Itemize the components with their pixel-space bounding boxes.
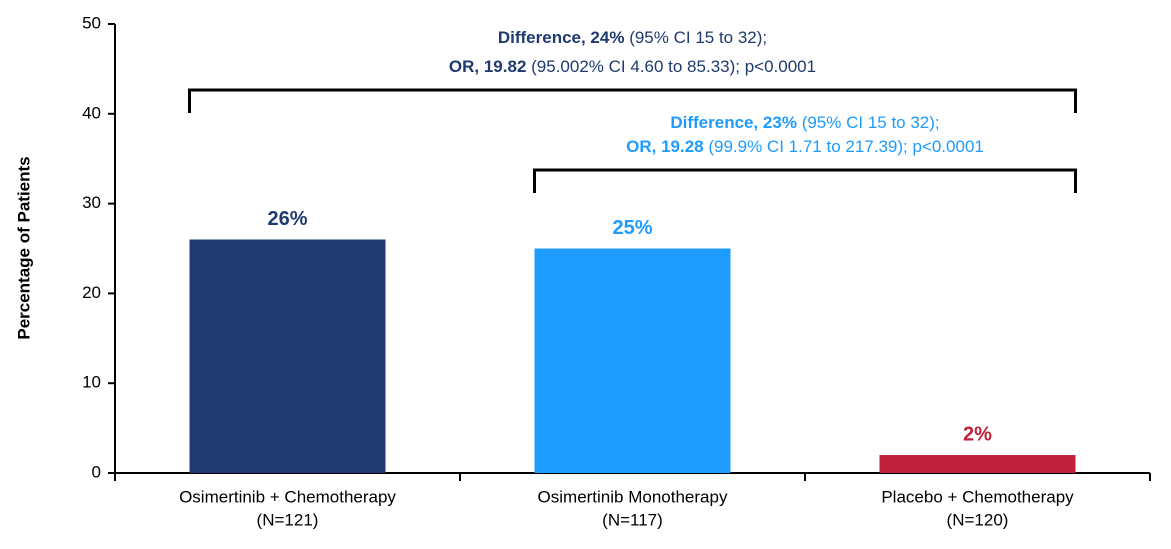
annotation-segment: (99.9% CI 1.71 to 217.39); p<0.0001 [704, 137, 984, 156]
annotation-segment: (95% CI 15 to 32); [624, 28, 767, 47]
y-tick-label: 0 [92, 462, 101, 481]
data-label: 25% [612, 217, 652, 239]
x-tick-label: Osimertinib Monotherapy [538, 487, 728, 506]
bar [879, 455, 1076, 473]
y-tick-label: 30 [82, 193, 101, 212]
y-tick-label: 40 [82, 103, 101, 122]
annotation-segment: (95% CI 15 to 32); [797, 113, 940, 132]
x-tick-label: Placebo + Chemotherapy [881, 487, 1074, 506]
annotation-segment: Difference, 24% [498, 28, 625, 47]
x-tick-count: (N=121) [257, 510, 319, 529]
annotation-text: Difference, 23% (95% CI 15 to 32); [670, 113, 939, 132]
comparison-bracket [533, 168, 1077, 193]
annotation-segment: (95.002% CI 4.60 to 85.33); p<0.0001 [526, 57, 816, 76]
annotation-segment: Difference, 23% [670, 113, 797, 132]
data-label: 26% [267, 208, 307, 230]
comparison-bracket [188, 88, 1077, 113]
x-tick-count: (N=117) [602, 510, 663, 529]
x-tick-label: Osimertinib + Chemotherapy [179, 487, 396, 506]
annotation-segment: OR, 19.82 [449, 57, 527, 76]
y-tick-label: 50 [82, 13, 101, 32]
bar [534, 248, 731, 473]
data-label: 2% [963, 423, 992, 445]
annotation-text: Difference, 24% (95% CI 15 to 32); [498, 28, 767, 47]
annotation-segment: OR, 19.28 [626, 137, 704, 156]
y-tick-label: 20 [82, 283, 101, 302]
x-tick-count: (N=120) [947, 510, 1009, 529]
annotation-text: OR, 19.28 (99.9% CI 1.71 to 217.39); p<0… [626, 137, 984, 156]
y-axis-label: Percentage of Patients [14, 156, 33, 339]
bar [189, 239, 386, 473]
y-tick-label: 10 [82, 373, 101, 392]
annotation-text: OR, 19.82 (95.002% CI 4.60 to 85.33); p<… [449, 57, 816, 76]
